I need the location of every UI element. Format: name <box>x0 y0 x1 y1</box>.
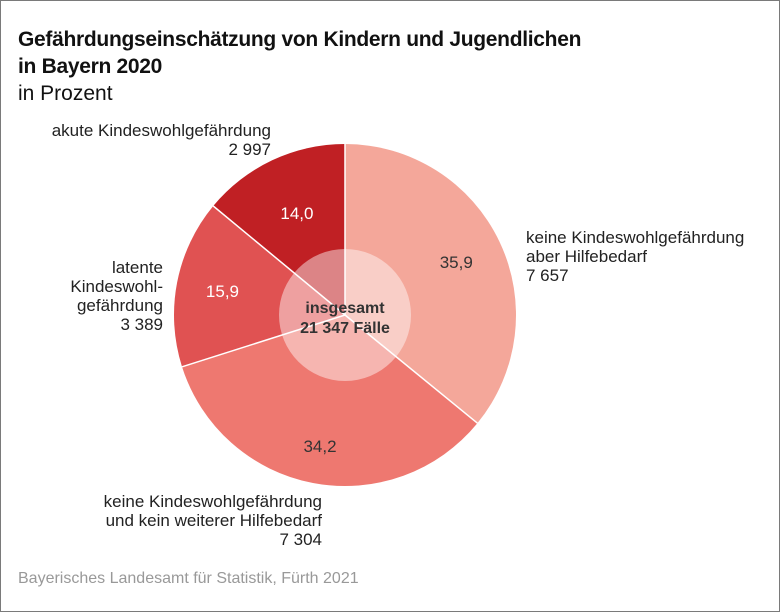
center-label-line1: insgesamt <box>305 300 385 317</box>
pie-slice <box>173 206 345 367</box>
pie-slice <box>345 144 517 424</box>
slice-separator <box>181 314 346 368</box>
label-line: Kindeswohl- <box>70 277 163 296</box>
center-label-line2: 21 347 Fälle <box>300 320 390 337</box>
label-count: 3 389 <box>120 315 163 334</box>
pie-slice <box>213 144 345 315</box>
label-line: latente <box>111 258 163 277</box>
slice-value-label: 34,2 <box>303 437 336 456</box>
label-keine-gefaehrdung-hilfebedarf: keine Kindeswohlgefährdung aber Hilfebed… <box>526 228 744 285</box>
chart-title: Gefährdungseinschätzung von Kindern und … <box>18 26 581 80</box>
label-count: 2 997 <box>228 140 271 159</box>
slice-value-label: 15,9 <box>206 282 239 301</box>
slice-value-label: 14,0 <box>280 204 313 223</box>
center-circle <box>279 249 411 381</box>
label-line: aber Hilfebedarf <box>526 247 647 266</box>
source-note: Bayerisches Landesamt für Statistik, Für… <box>18 570 359 587</box>
title-line-2: in Bayern 2020 <box>18 55 163 78</box>
chart-subtitle: in Prozent <box>18 82 113 105</box>
slice-separator <box>344 314 478 424</box>
label-akute-gefaehrdung: akute Kindeswohlgefährdung 2 997 <box>52 121 271 159</box>
pie-slice <box>182 315 478 486</box>
label-count: 7 304 <box>279 530 322 549</box>
title-line-1: Gefährdungseinschätzung von Kindern und … <box>18 28 582 51</box>
label-count: 7 657 <box>526 266 569 285</box>
slice-value-label: 35,9 <box>440 253 473 272</box>
label-line: keine Kindeswohlgefährdung <box>103 492 322 511</box>
label-line: akute Kindeswohlgefährdung <box>51 121 271 140</box>
slice-separator <box>212 205 346 316</box>
label-line: gefährdung <box>76 296 163 315</box>
label-line: und kein weiterer Hilfebedarf <box>105 511 322 530</box>
label-line: keine Kindeswohlgefährdung <box>526 228 745 247</box>
label-keine-gefaehrdung-kein-hilfebedarf: keine Kindeswohlgefährdung und kein weit… <box>104 492 322 549</box>
label-latente-gefaehrdung: latente Kindeswohl- gefährdung 3 389 <box>70 258 163 334</box>
